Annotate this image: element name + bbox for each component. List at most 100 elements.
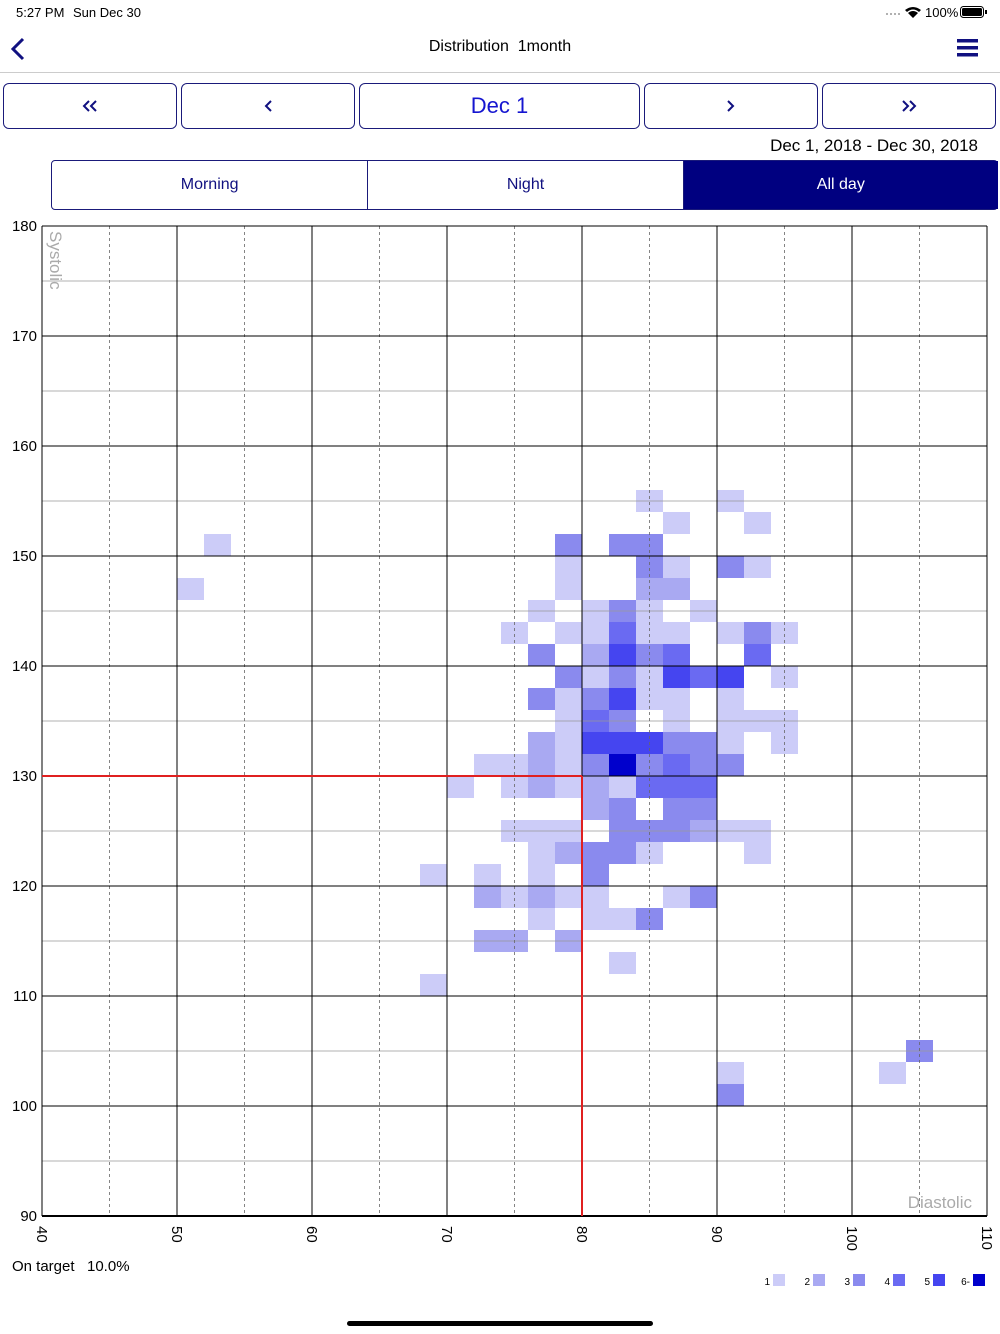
heat-cell — [636, 622, 663, 644]
heat-cell — [690, 776, 717, 798]
nav-title: Distribution 1month — [428, 38, 572, 55]
heat-cell — [582, 776, 609, 798]
heat-cell — [582, 864, 609, 886]
heat-cell — [528, 864, 555, 886]
heat-cell — [636, 688, 663, 710]
heat-cell — [555, 776, 582, 798]
heat-cell — [420, 974, 447, 996]
heat-cell — [501, 622, 528, 644]
y-tick-label: 120 — [12, 878, 37, 895]
heat-cell — [609, 732, 636, 754]
menu-button[interactable] — [957, 38, 979, 58]
right-icon — [727, 100, 735, 112]
legend-label: 4 — [884, 1277, 890, 1288]
nav-bar — [0, 22, 1000, 73]
y-tick-label: 110 — [13, 988, 37, 1005]
legend-label: 6- — [961, 1277, 970, 1288]
heat-cell — [744, 512, 771, 534]
segment-button[interactable]: Morning — [180, 176, 239, 193]
x-tick-label: 40 — [33, 1226, 50, 1243]
segment-button[interactable]: Night — [367, 161, 682, 209]
on-target-value: 10.0% — [87, 1258, 130, 1275]
heat-cell — [609, 776, 636, 798]
heat-cell — [771, 622, 798, 644]
legend-swatch — [933, 1274, 945, 1286]
heat-cell — [609, 842, 636, 864]
prev-button[interactable] — [181, 83, 355, 129]
current-period-button[interactable]: Dec 1 — [359, 83, 640, 129]
status-date: Sun Dec 30 — [73, 5, 141, 20]
x-tick-label: 110 — [978, 1226, 995, 1250]
heat-cell — [609, 908, 636, 930]
heat-cell — [609, 798, 636, 820]
heat-cell — [528, 886, 555, 908]
y-tick-label: 170 — [12, 328, 37, 345]
heat-cell — [609, 754, 636, 776]
x-tick-label: 100 — [843, 1226, 860, 1251]
heat-cell — [744, 556, 771, 578]
x-tick-label: 80 — [573, 1226, 590, 1243]
heat-cell — [555, 688, 582, 710]
heat-cell — [717, 666, 744, 688]
heat-cell — [609, 644, 636, 666]
legend-swatch — [973, 1274, 985, 1286]
legend-swatch — [773, 1274, 785, 1286]
on-target-label: On target — [12, 1258, 75, 1275]
heat-cell — [474, 886, 501, 908]
heat-cell — [582, 908, 609, 930]
next-button[interactable] — [644, 83, 818, 129]
y-tick-label: 90 — [20, 1208, 37, 1225]
y-tick-label: 100 — [12, 1098, 37, 1115]
heat-cell — [609, 622, 636, 644]
first-button[interactable] — [3, 83, 177, 129]
heat-cell — [717, 754, 744, 776]
heat-cell — [555, 666, 582, 688]
legend-label: 5 — [924, 1277, 930, 1288]
y-axis-label: Systolic — [46, 231, 65, 290]
heat-cell — [555, 732, 582, 754]
heat-cell — [555, 754, 582, 776]
heat-cell — [717, 732, 744, 754]
legend-label: 2 — [804, 1277, 810, 1288]
x-tick-label: 70 — [438, 1226, 455, 1243]
heat-cell — [582, 754, 609, 776]
heat-cell — [717, 1062, 744, 1084]
heat-cell — [663, 776, 690, 798]
heat-cell — [717, 622, 744, 644]
heat-cell — [609, 666, 636, 688]
heat-cell — [555, 534, 582, 556]
x-tick-label: 90 — [708, 1226, 725, 1243]
heat-cell — [744, 622, 771, 644]
heat-cell — [663, 644, 690, 666]
back-button[interactable] — [8, 36, 30, 62]
heat-cell — [717, 1084, 744, 1106]
heat-cell — [582, 622, 609, 644]
heat-cell — [744, 842, 771, 864]
heat-cell — [717, 556, 744, 578]
last-button[interactable] — [822, 83, 996, 129]
heat-cell — [609, 688, 636, 710]
heat-cell — [528, 908, 555, 930]
heat-cell — [204, 534, 231, 556]
heat-cell — [528, 688, 555, 710]
heat-cell — [663, 754, 690, 776]
y-tick-label: 180 — [12, 218, 37, 235]
status-battery-text: 100% — [925, 5, 959, 20]
legend-swatch — [813, 1274, 825, 1286]
status-icons — [886, 7, 921, 18]
y-tick-label: 130 — [12, 768, 37, 785]
heat-cell — [582, 886, 609, 908]
date-range: Dec 1, 2018 - Dec 30, 2018 — [770, 136, 978, 155]
heat-cell — [177, 578, 204, 600]
heat-cell — [663, 556, 690, 578]
segment-button[interactable]: All day — [682, 161, 998, 209]
heat-cell — [555, 842, 582, 864]
heat-cell — [663, 886, 690, 908]
x-tick-label: 60 — [303, 1226, 320, 1243]
heat-cell — [528, 842, 555, 864]
heat-cell — [879, 1062, 906, 1084]
heat-cell — [663, 622, 690, 644]
legend-swatch — [853, 1274, 865, 1286]
heat-cell — [717, 688, 744, 710]
heat-cell — [690, 886, 717, 908]
